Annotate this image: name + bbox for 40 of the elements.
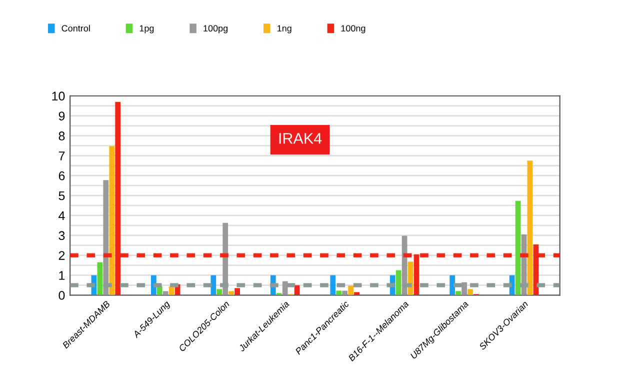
bar (216, 289, 222, 296)
legend-label: 1ng (278, 25, 292, 34)
y-tick-label: 0 (58, 290, 65, 300)
y-tick-label: 8 (58, 132, 65, 140)
legend-label: 1pg (140, 25, 154, 34)
bar (515, 200, 521, 296)
bar (527, 160, 533, 296)
bar (210, 275, 216, 296)
y-tick-label: 3 (58, 231, 65, 240)
y-tick-label: 5 (58, 191, 65, 200)
bar (294, 285, 300, 296)
bar (109, 146, 115, 296)
y-tick-label: 7 (58, 152, 65, 160)
y-tick-label: 4 (58, 211, 65, 220)
y-tick-label: 2 (58, 251, 65, 260)
bar (509, 275, 515, 296)
bar (234, 288, 240, 296)
bar (97, 262, 103, 296)
annotation: IRAK4 (279, 133, 322, 144)
bar (342, 290, 348, 296)
y-tick-label: 6 (58, 171, 65, 180)
bar (282, 281, 288, 296)
bar (396, 270, 402, 296)
bar (456, 291, 462, 296)
bar (468, 289, 473, 296)
y-tick-label: 9 (58, 112, 65, 120)
bar (336, 290, 342, 296)
y-tick-label: 1 (59, 271, 65, 280)
legend-label: 100ng (341, 25, 366, 34)
bar (330, 275, 336, 296)
legend-label: Control (62, 24, 90, 32)
bar (228, 291, 234, 296)
bar (348, 286, 354, 296)
bar (462, 282, 467, 296)
bar (103, 180, 109, 296)
bar (162, 291, 168, 296)
y-tick-label: 10 (52, 92, 65, 101)
legend-label: 100pg (204, 25, 228, 34)
bar (450, 275, 456, 296)
bar (354, 292, 360, 296)
